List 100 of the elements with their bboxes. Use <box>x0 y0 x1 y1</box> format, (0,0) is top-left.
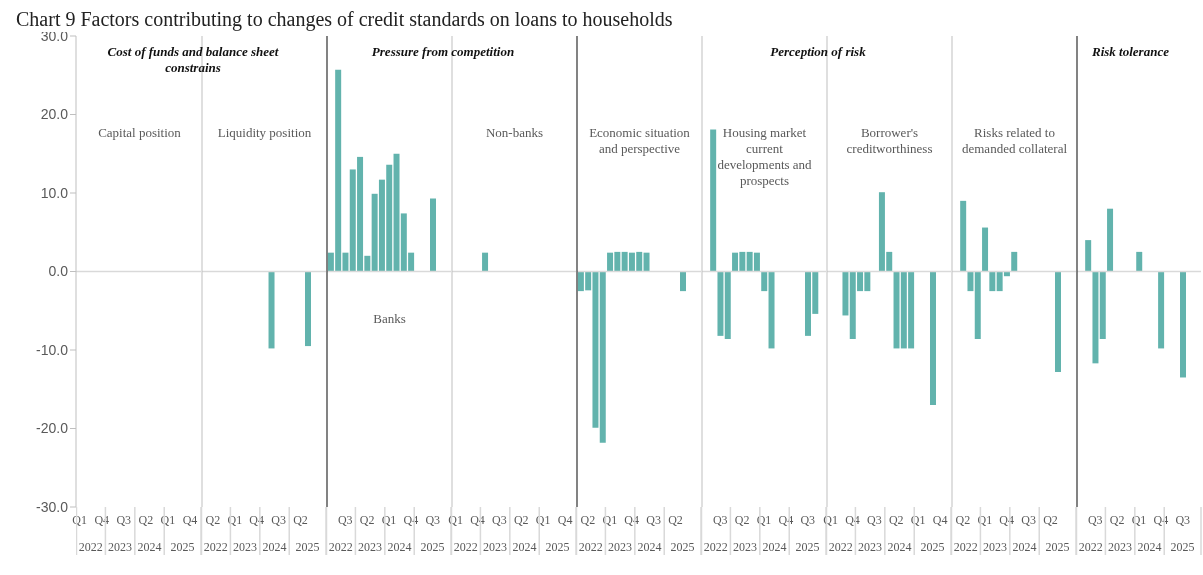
x-tick-label: Q3 <box>646 512 661 527</box>
bar <box>717 271 724 336</box>
bar <box>1136 251 1143 272</box>
bar <box>768 271 775 349</box>
x-tick-label: Q4 <box>249 512 265 527</box>
x-tick-label: Q2 <box>668 512 683 527</box>
text: Risks related to demanded collateral <box>961 125 1068 158</box>
text: Pressure from competition <box>370 44 516 60</box>
x-tick-label: Q4 <box>1153 512 1169 527</box>
text: 2024 <box>511 540 538 555</box>
x-tick-label: Q2 <box>734 512 750 527</box>
text: 2024 <box>1011 540 1038 555</box>
x-tick-label: Q4 <box>845 512 860 527</box>
x-tick-label: Q3 <box>1087 512 1103 527</box>
y-tick-label: 20.0 <box>40 106 69 123</box>
x-tick-label: Q3 <box>1021 512 1036 527</box>
x-tick-label: Q2 <box>293 512 308 527</box>
bar <box>982 227 989 272</box>
bar <box>1107 208 1114 272</box>
bar <box>960 200 967 272</box>
text: 2025 <box>169 540 196 555</box>
text: 2022 <box>77 540 104 555</box>
text: Borrower's creditworthiness <box>845 125 934 158</box>
text: 2024 <box>636 540 663 555</box>
x-tick-label: Q2 <box>1043 512 1058 527</box>
x-tick-label: Q4 <box>557 512 573 527</box>
text: 2024 <box>1136 540 1163 555</box>
y-tick-label: -10.0 <box>36 341 69 358</box>
x-tick-label: Q4 <box>999 512 1015 527</box>
x-tick-label: Q1 <box>72 512 88 527</box>
text: 2025 <box>669 540 696 555</box>
bar <box>1099 271 1106 340</box>
bar <box>974 271 981 340</box>
text: 2022 <box>327 540 354 555</box>
y-tick-label: 10.0 <box>40 184 69 201</box>
x-tick-label: Q1 <box>1131 512 1147 527</box>
text: Liquidity position <box>216 125 313 142</box>
x-tick-label: Q3 <box>271 512 286 527</box>
bar <box>429 198 436 272</box>
text: 2025 <box>1044 540 1071 555</box>
text: 2025 <box>1169 540 1196 555</box>
text: 2022 <box>577 540 604 555</box>
text: 2023 <box>107 540 134 555</box>
x-tick-label: Q4 <box>624 512 640 527</box>
x-tick-label: Q3 <box>337 512 353 527</box>
bar <box>1179 271 1186 378</box>
bar <box>710 129 717 272</box>
text: Risk tolerance <box>1091 44 1170 60</box>
x-tick-label: Q2 <box>359 512 375 527</box>
x-tick-label: Q4 <box>470 512 485 527</box>
text: 2022 <box>827 540 854 555</box>
bar <box>1158 271 1165 349</box>
bar <box>1085 240 1092 272</box>
bar <box>1011 251 1018 272</box>
x-tick-label: Q3 <box>867 512 882 527</box>
text: 2024 <box>386 540 413 555</box>
text: 2025 <box>419 540 446 555</box>
x-tick-label: Q2 <box>205 512 221 527</box>
x-tick-label: Q3 <box>492 512 507 527</box>
text: 2023 <box>482 540 509 555</box>
text: 2023 <box>1107 540 1134 555</box>
text: Banks <box>372 310 407 327</box>
x-tick-label: Q3 <box>425 512 441 527</box>
bar <box>1092 271 1099 364</box>
x-tick-label: Q2 <box>580 512 596 527</box>
x-tick-label: Q1 <box>756 512 772 527</box>
text: 2022 <box>452 540 479 555</box>
bar <box>967 271 974 292</box>
x-tick-label: Q2 <box>138 512 154 527</box>
x-tick-label: Q3 <box>712 512 728 527</box>
bar <box>989 271 996 292</box>
text: Non-banks <box>484 125 544 142</box>
text: Cost of funds and balance sheet constrains <box>106 44 280 76</box>
text: 2025 <box>294 540 321 555</box>
x-tick-label: Q3 <box>1175 512 1191 527</box>
text: 2023 <box>732 540 759 555</box>
x-tick-label: Q2 <box>888 512 904 527</box>
text: 2023 <box>607 540 634 555</box>
y-tick-label: 0.0 <box>48 263 69 280</box>
x-tick-label: Q2 <box>955 512 971 527</box>
text: 2024 <box>886 540 913 555</box>
text: 2023 <box>232 540 259 555</box>
text: 2022 <box>1077 540 1104 555</box>
text: Housing market current developments and prospects <box>716 125 813 190</box>
text: 2024 <box>261 540 288 555</box>
y-tick-label: -30.0 <box>36 498 69 515</box>
bar <box>1054 271 1061 372</box>
x-tick-label: Q4 <box>182 512 198 527</box>
text: 2023 <box>357 540 384 555</box>
text: 2023 <box>857 540 884 555</box>
x-tick-label: Q1 <box>381 512 397 527</box>
text: 2025 <box>794 540 821 555</box>
y-tick-label: -20.0 <box>36 420 69 437</box>
x-tick-label: Q4 <box>94 512 110 527</box>
x-tick-label: Q4 <box>403 512 419 527</box>
text: Economic situation and perspective <box>588 125 691 158</box>
text: 2022 <box>952 540 979 555</box>
text: Perception of risk <box>769 44 867 60</box>
x-tick-label: Q3 <box>116 512 132 527</box>
bar <box>724 271 731 340</box>
